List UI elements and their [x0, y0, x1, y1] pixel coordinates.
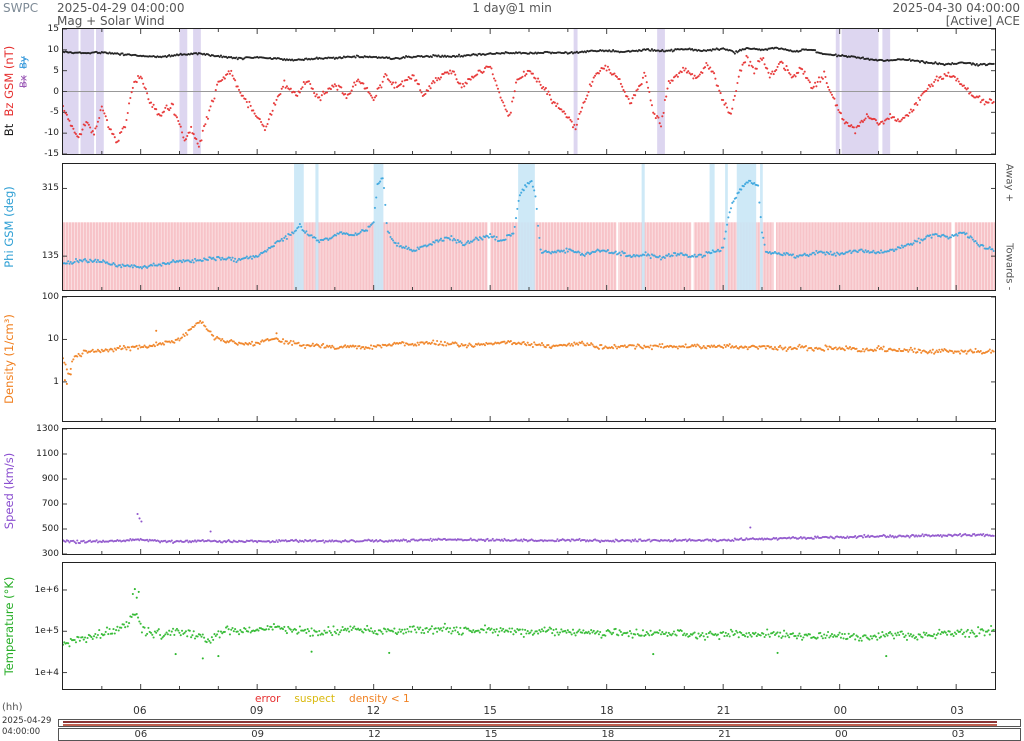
hour-tick-label: 09	[249, 705, 264, 717]
y-tick-label: 900	[41, 474, 59, 484]
by-label-struck: By	[18, 56, 30, 69]
panel-phi: 135 315	[42, 163, 996, 291]
y-tick-label: 1	[53, 376, 59, 387]
y-tick-label: 135	[41, 251, 59, 262]
hour-axis-labels: 06 09 12 15 18 21 00 03	[62, 705, 996, 717]
end-datetime: 2025-04-30 04:00:00	[892, 1, 1020, 15]
y-tick-label: 1100	[36, 449, 59, 459]
availability-bar	[63, 721, 997, 723]
footer-date: 2025-04-29	[2, 716, 52, 726]
y-tick-label: 5	[53, 65, 59, 76]
temperature-axis-label: Temperature (°K)	[2, 576, 16, 676]
bz-label: Bz GSM (nT)	[2, 45, 16, 117]
legend-error: error	[255, 693, 281, 705]
legend-suspect: suspect	[294, 693, 336, 705]
hour-tick-label: 03	[950, 705, 964, 717]
density-plot	[63, 297, 995, 421]
hour-tick-label: 21	[718, 729, 731, 740]
y-tick-label: 1e+5	[34, 626, 59, 637]
hour-tick-label: 00	[834, 729, 848, 740]
plot-subtitle: Mag + Solar Wind	[57, 14, 165, 28]
hour-tick-label: 06	[133, 705, 147, 717]
availability-hour-labels: 06 09 12 15 18 21 00 03	[63, 729, 997, 741]
speed-plot	[63, 429, 995, 554]
panel-mag: -15 -10 -5 0 5 10 15	[44, 24, 996, 159]
y-tick-label: 700	[41, 499, 59, 509]
hour-tick-label: 09	[251, 729, 264, 740]
speed-axis-label: Speed (km/s)	[2, 452, 16, 530]
availability-bar	[63, 724, 997, 726]
towards-label: Towards -	[1003, 243, 1015, 291]
y-tick-label: 1e+4	[34, 667, 59, 678]
satellite-status: [Active] ACE	[945, 14, 1020, 28]
y-tick-label: 10	[47, 334, 59, 345]
bx-label-struck: Bx	[18, 75, 30, 88]
hour-tick-label: 15	[483, 705, 497, 717]
hour-tick-label: 06	[134, 729, 148, 740]
hour-tick-label: 12	[367, 729, 381, 740]
availability-hour-axis: 06 09 12 15 18 21 00 03	[58, 728, 1021, 741]
y-tick-label: 1300	[36, 424, 59, 434]
phi-axis-label: Phi GSM (deg)	[2, 186, 16, 268]
y-tick-label: 1e+6	[34, 584, 59, 595]
panel-speed: 300 500 700 900 1100 1300	[36, 424, 996, 559]
app-title: SWPC	[3, 1, 39, 15]
legend-density-lt1: density < 1	[349, 693, 410, 705]
start-datetime: 2025-04-29 04:00:00	[57, 1, 185, 15]
mag-plot	[63, 29, 995, 154]
y-tick-label: 500	[41, 524, 59, 534]
timespan-label: 1 day@1 min	[472, 1, 552, 15]
mag-hidden-traces-label: Bx By	[19, 56, 30, 88]
panel-density: 1 10 100	[42, 292, 996, 422]
hour-axis-unit: (hh)	[2, 702, 23, 713]
hour-tick-label: 18	[600, 705, 614, 717]
y-tick-label: -15	[44, 149, 59, 159]
y-tick-label: 300	[41, 549, 59, 559]
panel-temperature: 1e+4 1e+5 1e+6	[34, 562, 996, 690]
y-tick-label: -5	[50, 107, 59, 118]
availability-strip	[58, 719, 1021, 727]
phi-plot	[63, 164, 995, 290]
y-tick-label: 10	[47, 44, 59, 55]
y-tick-label: 315	[41, 183, 59, 194]
y-tick-label: -10	[44, 128, 59, 139]
y-tick-label: 0	[53, 86, 59, 97]
hour-tick-label: 18	[601, 729, 615, 740]
temperature-plot	[63, 588, 995, 689]
y-tick-label: 100	[41, 292, 59, 302]
footer-time: 04:00:00	[2, 727, 41, 737]
quality-legend: error suspect density < 1	[255, 693, 424, 705]
mag-axis-label: Bt Bz GSM (nT)	[2, 46, 16, 136]
hour-tick-label: 03	[951, 729, 965, 740]
bt-label: Bt	[2, 123, 16, 137]
y-tick-label: 15	[47, 24, 59, 34]
phi-sector-label: Away + Towards -	[1004, 164, 1015, 291]
hour-tick-label: 15	[484, 729, 498, 740]
hour-tick-label: 00	[833, 705, 848, 717]
density-axis-label: Density (1/cm³)	[2, 314, 16, 404]
hour-tick-label: 21	[716, 705, 731, 717]
away-label: Away +	[1003, 163, 1015, 202]
hour-tick-label: 12	[366, 705, 381, 717]
